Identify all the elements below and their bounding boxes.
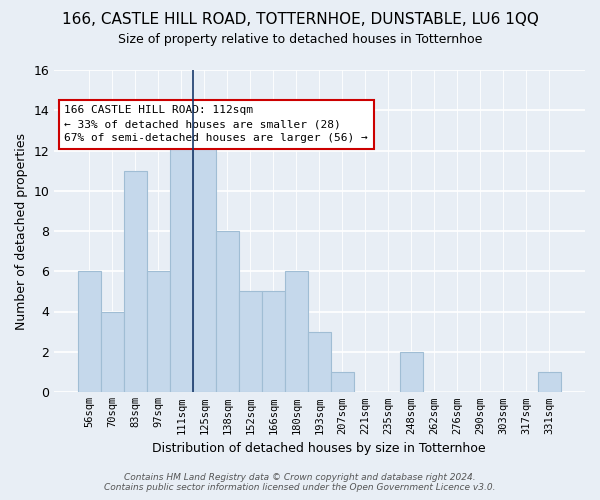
Bar: [193, 130, 216, 392]
Bar: [400, 352, 423, 392]
Bar: [262, 292, 285, 392]
Text: Size of property relative to detached houses in Totternhoe: Size of property relative to detached ho…: [118, 32, 482, 46]
Bar: [170, 130, 193, 392]
Bar: [538, 372, 561, 392]
Text: 166, CASTLE HILL ROAD, TOTTERNHOE, DUNSTABLE, LU6 1QQ: 166, CASTLE HILL ROAD, TOTTERNHOE, DUNST…: [62, 12, 538, 28]
Text: 166 CASTLE HILL ROAD: 112sqm
← 33% of detached houses are smaller (28)
67% of se: 166 CASTLE HILL ROAD: 112sqm ← 33% of de…: [64, 106, 368, 144]
X-axis label: Distribution of detached houses by size in Totternhoe: Distribution of detached houses by size …: [152, 442, 486, 455]
Bar: [124, 170, 147, 392]
Bar: [101, 312, 124, 392]
Bar: [78, 271, 101, 392]
Bar: [216, 231, 239, 392]
Bar: [239, 292, 262, 392]
Text: Contains HM Land Registry data © Crown copyright and database right 2024.
Contai: Contains HM Land Registry data © Crown c…: [104, 473, 496, 492]
Bar: [285, 271, 308, 392]
Bar: [308, 332, 331, 392]
Bar: [331, 372, 354, 392]
Bar: [147, 271, 170, 392]
Y-axis label: Number of detached properties: Number of detached properties: [15, 132, 28, 330]
